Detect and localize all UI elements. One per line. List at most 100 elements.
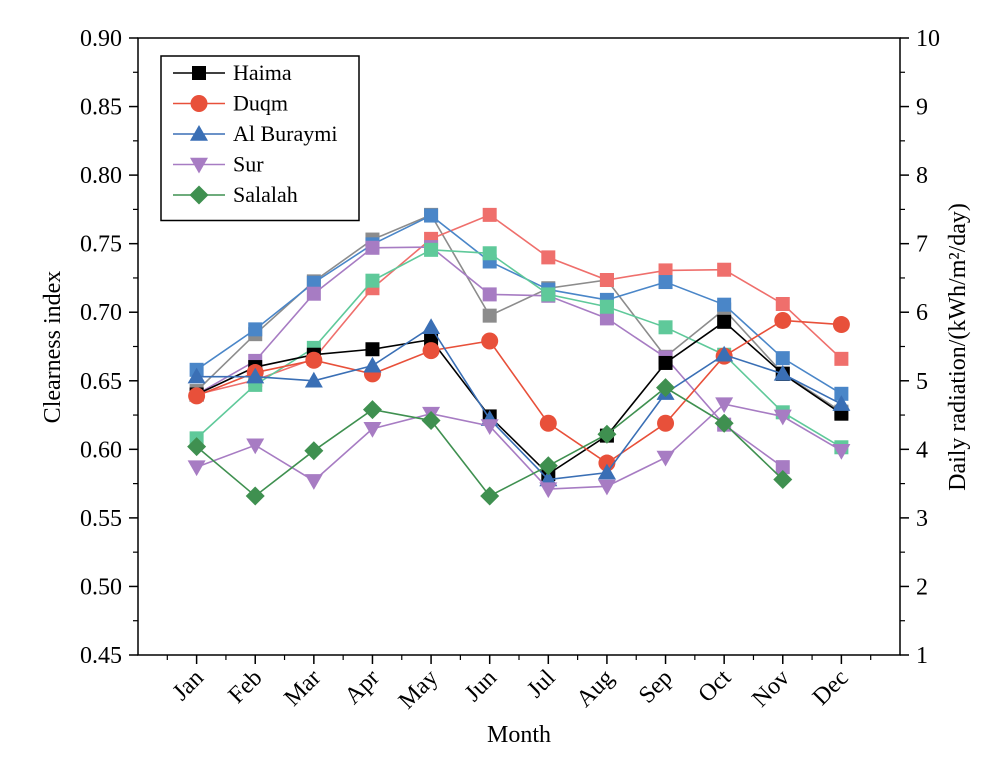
x-tick-label-dec: Dec <box>808 665 854 711</box>
salalah-point-may <box>421 411 441 431</box>
al-buraymi-radiation-point-nov <box>775 351 790 366</box>
al-buraymi-point-nov <box>773 364 792 381</box>
duqm-point-jul <box>539 414 557 432</box>
al-buraymi-radiation-point-mar <box>306 275 321 290</box>
salalah-point-apr <box>362 400 382 420</box>
sur-point-aug <box>597 479 616 496</box>
y-left-tick-label: 0.65 <box>80 369 122 395</box>
sur-point-dec <box>832 443 851 460</box>
sur-point-sep <box>656 450 675 467</box>
salalah-point-jul <box>538 456 558 476</box>
sur-radiation-point-nov <box>775 460 790 475</box>
al-buraymi-point-aug <box>597 463 616 480</box>
sur-radiation-point-jun <box>482 287 497 302</box>
x-axis-title: Month <box>487 722 551 748</box>
duqm-line <box>196 319 842 465</box>
legend-label-al-buraymi: Al Buraymi <box>233 121 338 146</box>
sur-point-feb <box>246 438 265 455</box>
salalah-radiation-point-sep <box>658 320 673 335</box>
x-tick-label-oct: Oct <box>694 665 737 708</box>
legend: Haima Duqm Al Buraymi Sur Salalah <box>160 55 360 222</box>
haima-point-apr <box>365 342 380 357</box>
salalah-radiation-point-jun <box>482 246 497 261</box>
salalah-radiation-line <box>196 249 842 448</box>
al-buraymi-point-feb <box>246 367 265 384</box>
legend-marker-duqm <box>190 95 208 112</box>
al-buraymi-radiation-point-dec <box>834 386 849 401</box>
salalah-point-aug <box>597 424 617 444</box>
y-axis-left-title: Clearness index <box>40 271 66 424</box>
duqm-radiation-line <box>196 213 842 396</box>
legend-marker-sur <box>190 157 208 174</box>
duqm-radiation-point-nov <box>775 296 790 311</box>
al-buraymi-radiation-point-feb <box>248 322 263 337</box>
sur-point-jun <box>480 419 499 436</box>
salalah-radiation-point-jul <box>541 287 556 302</box>
y-left-tick-label: 0.60 <box>80 437 122 463</box>
al-buraymi-point-oct <box>715 345 734 362</box>
al-buraymi-radiation-point-sep <box>658 275 673 290</box>
series-sur <box>187 397 851 499</box>
salalah-point-mar <box>304 441 324 461</box>
sur-point-oct <box>715 397 734 414</box>
legend-marker-salalah <box>189 185 209 205</box>
y-left-tick-label: 0.80 <box>80 163 122 189</box>
haima-line <box>196 320 842 476</box>
salalah-point-sep <box>656 378 676 398</box>
salalah-point-jun <box>480 486 500 506</box>
y-left-tick-label: 0.55 <box>80 506 122 532</box>
x-tick-label-jul: Jul <box>522 665 560 703</box>
sur-radiation-point-apr <box>365 240 380 255</box>
al-buraymi-line <box>196 326 842 481</box>
duqm-radiation-point-dec <box>834 351 849 366</box>
x-tick-label-jan: Jan <box>168 665 209 706</box>
duqm-radiation-point-jul <box>541 250 556 265</box>
y-left-tick-label: 0.70 <box>80 300 122 326</box>
sur-point-mar <box>304 474 323 490</box>
duqm-point-dec <box>832 316 850 334</box>
y-right-tick-label: 3 <box>916 506 928 532</box>
legend-label-sur: Sur <box>233 152 264 177</box>
salalah-line <box>196 386 784 497</box>
y-right-tick-label: 9 <box>916 95 928 121</box>
x-tick-label-sep: Sep <box>634 665 678 709</box>
duqm-radiation-point-sep <box>658 263 673 278</box>
salalah-point-feb <box>245 486 265 506</box>
duqm-point-mar <box>305 351 323 369</box>
x-tick-label-jun: Jun <box>460 665 502 707</box>
haima-radiation-point-jun <box>482 308 497 323</box>
al-buraymi-point-mar <box>304 371 323 388</box>
y-right-tick-label: 5 <box>916 369 928 395</box>
salalah-point-nov <box>773 469 793 489</box>
y-left-tick-label: 0.75 <box>80 232 122 258</box>
series-al-buraymi <box>187 318 851 487</box>
sur-radiation-point-mar <box>306 286 321 301</box>
salalah-radiation-point-aug <box>599 299 614 314</box>
legend-marker-al-buraymi <box>190 125 208 141</box>
x-tick-label-feb: Feb <box>224 665 268 709</box>
y-axis-right-title: Daily radiation/(kWh/m²/day) <box>945 203 971 491</box>
y-left-tick-label: 0.90 <box>80 26 122 52</box>
salalah-point-jan <box>187 437 207 457</box>
sur-point-jul <box>539 482 558 499</box>
series-salalah <box>187 378 793 506</box>
legend-label-haima: Haima <box>233 60 292 85</box>
x-tick-label-mar: Mar <box>279 665 326 712</box>
y-left-tick-label: 0.50 <box>80 574 122 600</box>
series-haima-radiation <box>189 207 849 419</box>
al-buraymi-point-jul <box>539 470 558 487</box>
y-right-tick-label: 4 <box>916 437 928 463</box>
salalah-point-oct <box>714 413 734 433</box>
al-buraymi-radiation-point-may <box>424 208 439 223</box>
al-buraymi-point-apr <box>363 356 382 373</box>
y-right-tick-label: 7 <box>916 232 928 258</box>
y-right-tick-label: 8 <box>916 163 928 189</box>
sur-point-apr <box>363 422 382 438</box>
duqm-radiation-point-oct <box>717 262 732 277</box>
sur-point-nov <box>773 409 792 426</box>
duqm-radiation-point-aug <box>599 273 614 288</box>
duqm-point-nov <box>774 311 792 329</box>
y-left-tick-label: 0.85 <box>80 95 122 121</box>
haima-point-sep <box>658 355 673 370</box>
